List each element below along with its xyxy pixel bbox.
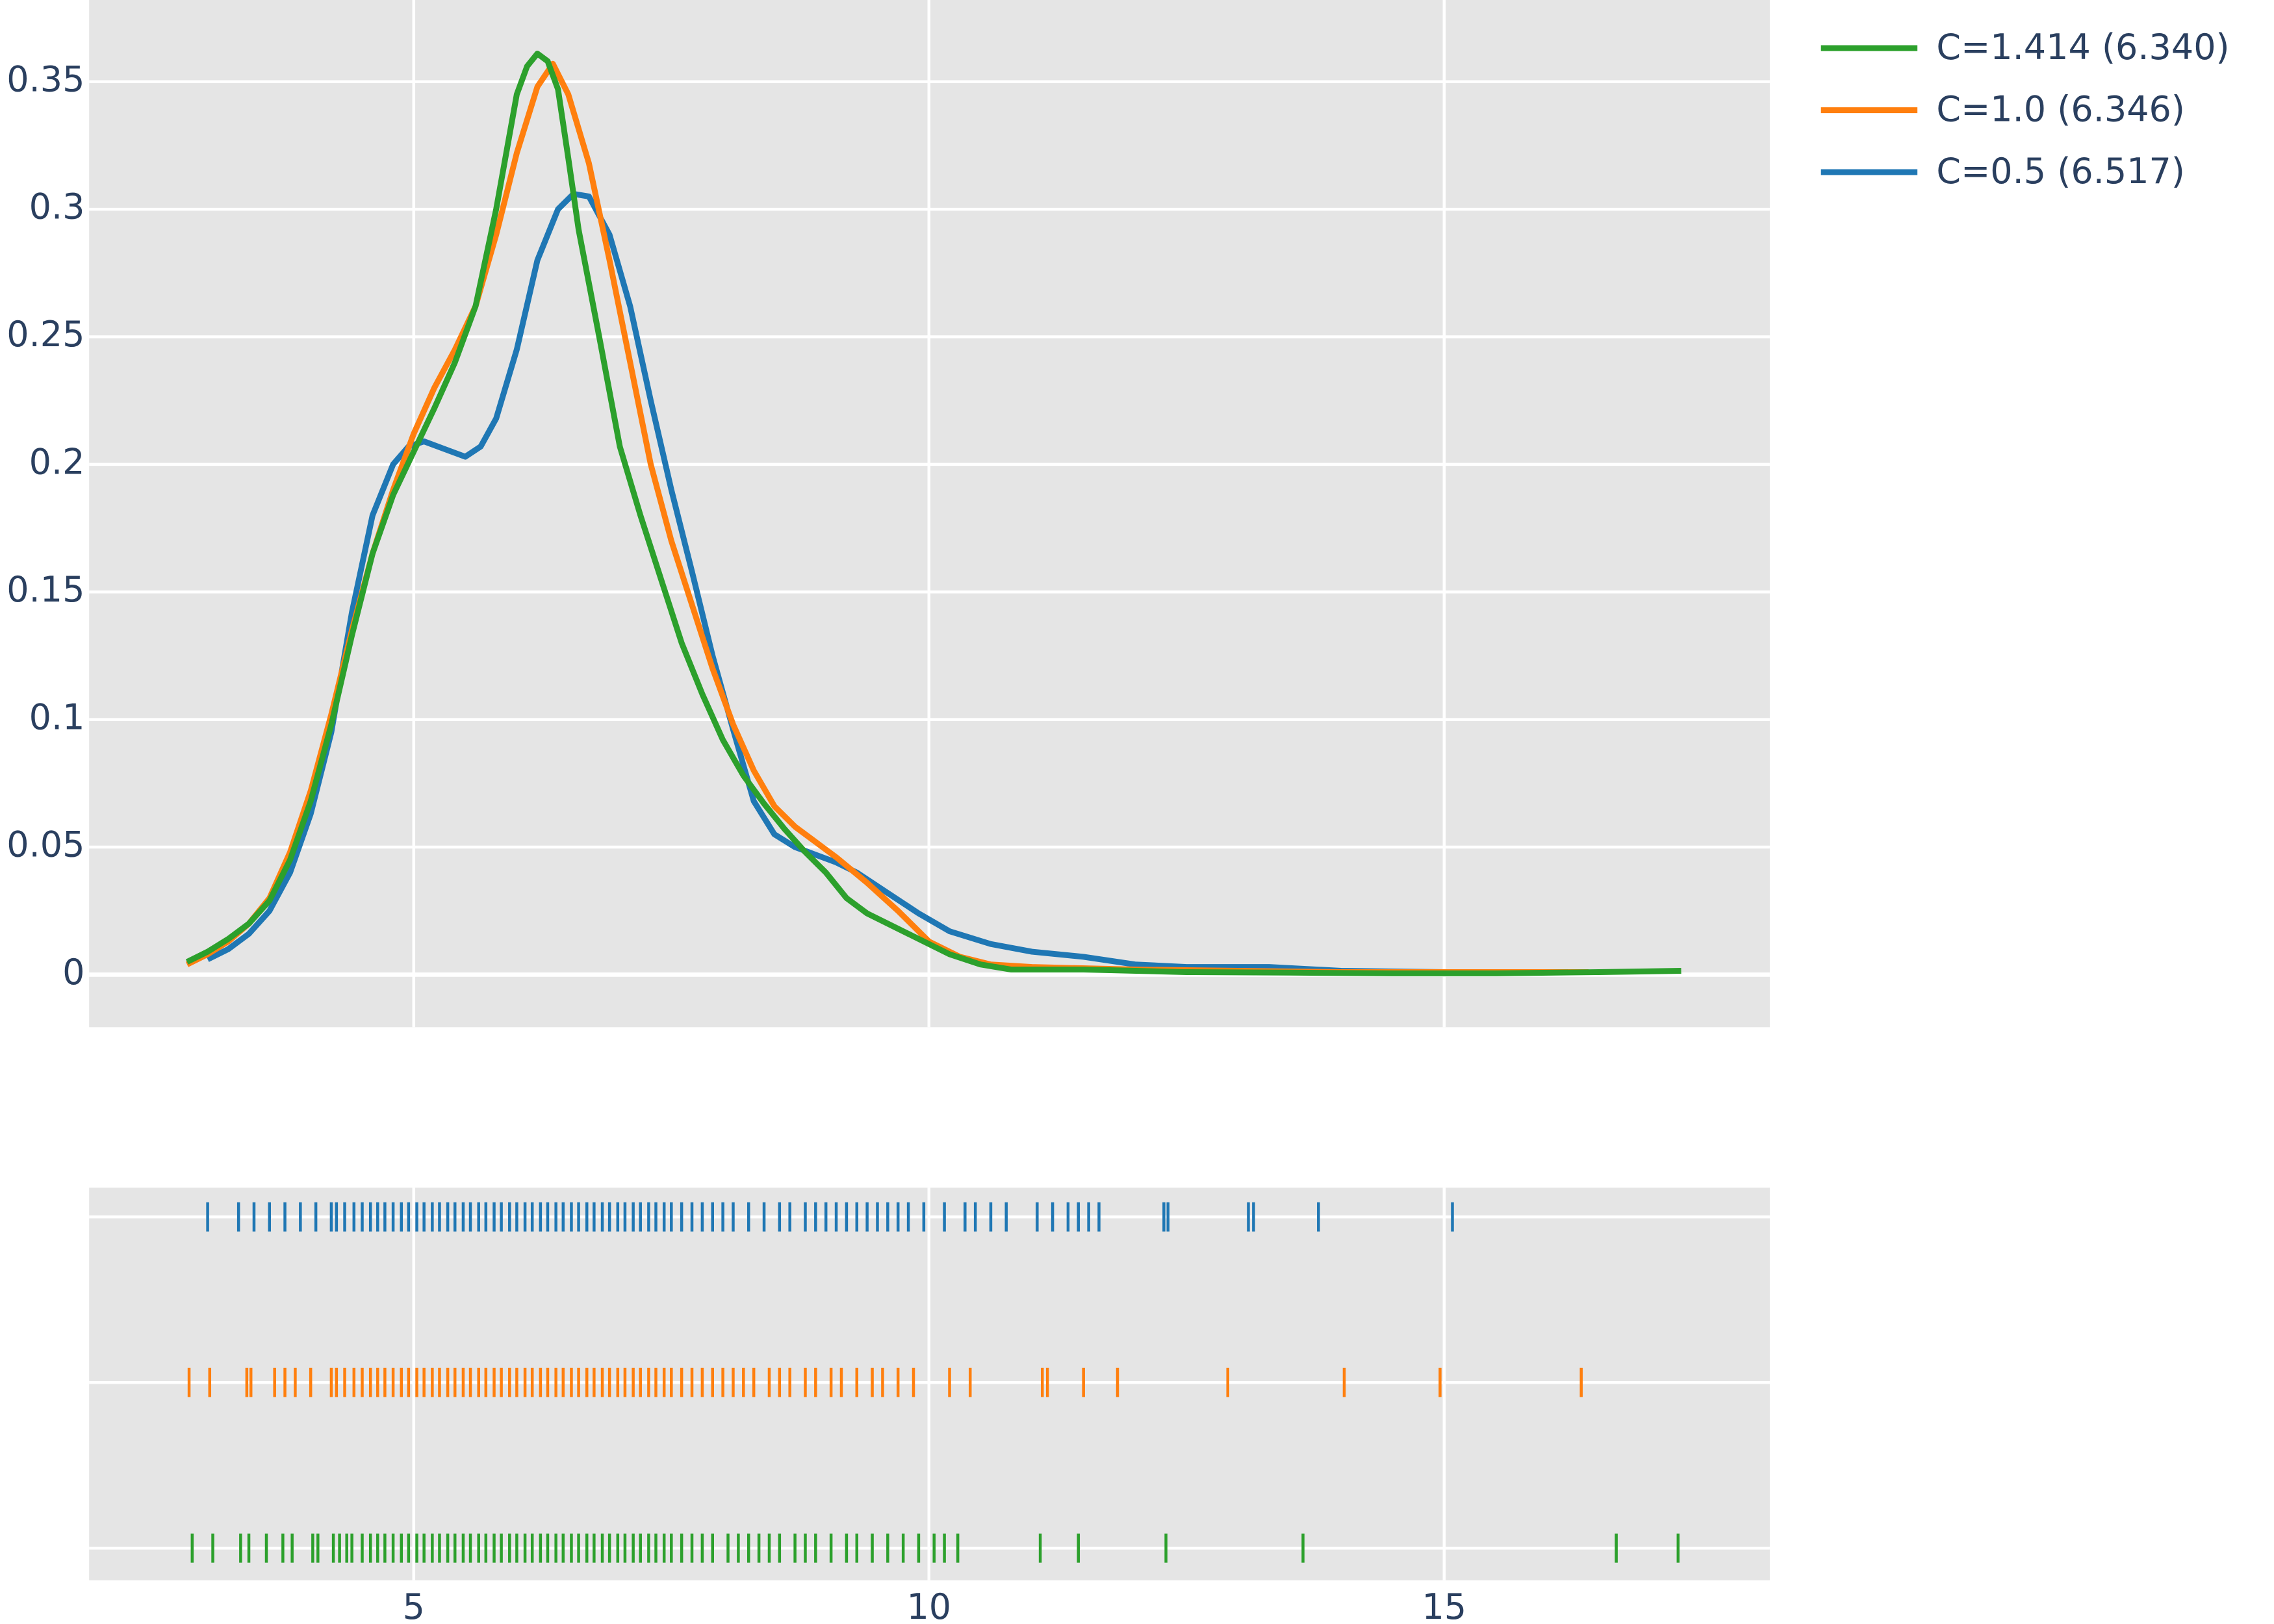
legend-label: C=1.414 (6.340): [1936, 27, 2229, 68]
kde-line: [206, 191, 1589, 975]
y-tick-label: 0.3: [29, 186, 85, 227]
x-tick-label: 10: [906, 1586, 951, 1624]
y-tick-label: 0.15: [6, 569, 84, 610]
y-tick-label: 0.25: [6, 314, 84, 355]
legend-label: C=1.0 (6.346): [1936, 88, 2185, 129]
y-tick-label: 0.1: [29, 696, 85, 737]
y-tick-label: 0.05: [6, 824, 84, 865]
legend-label: C=0.5 (6.517): [1936, 151, 2185, 192]
y-tick-label: 0.2: [29, 442, 85, 483]
y-tick-label: 0: [62, 952, 84, 993]
x-tick-label: 5: [403, 1586, 425, 1624]
x-tick-label: 15: [1422, 1586, 1466, 1624]
y-tick-label: 0.35: [6, 58, 84, 99]
kde-line: [185, 50, 1681, 976]
